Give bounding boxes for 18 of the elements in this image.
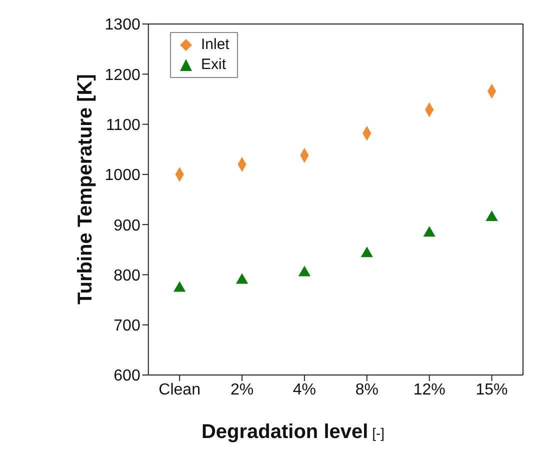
x-tick-label: 15% [476, 381, 508, 398]
y-axis-title: Turbine Temperature [K] [74, 74, 96, 304]
x-tick-label: Clean [158, 381, 200, 398]
y-tick-label: 700 [114, 318, 140, 335]
y-tick-label: 1100 [106, 116, 140, 134]
legend-label: Exit [201, 55, 226, 75]
x-axis-title: Degradation level [-] [201, 421, 385, 443]
x-tick-label: 8% [355, 381, 378, 398]
y-tick-label: 1000 [104, 167, 140, 184]
y-tick-label: 600 [114, 368, 140, 385]
x-tick-label: 4% [292, 381, 316, 398]
x-tick-label: 2% [230, 381, 254, 398]
y-tick-label: 1200 [104, 66, 140, 84]
y-tick-label: 900 [114, 217, 140, 234]
legend-label: Inlet [201, 35, 230, 55]
y-tick-label: 800 [114, 267, 140, 284]
x-tick-label: 12% [413, 381, 446, 398]
y-tick-label: 1300 [104, 16, 140, 34]
